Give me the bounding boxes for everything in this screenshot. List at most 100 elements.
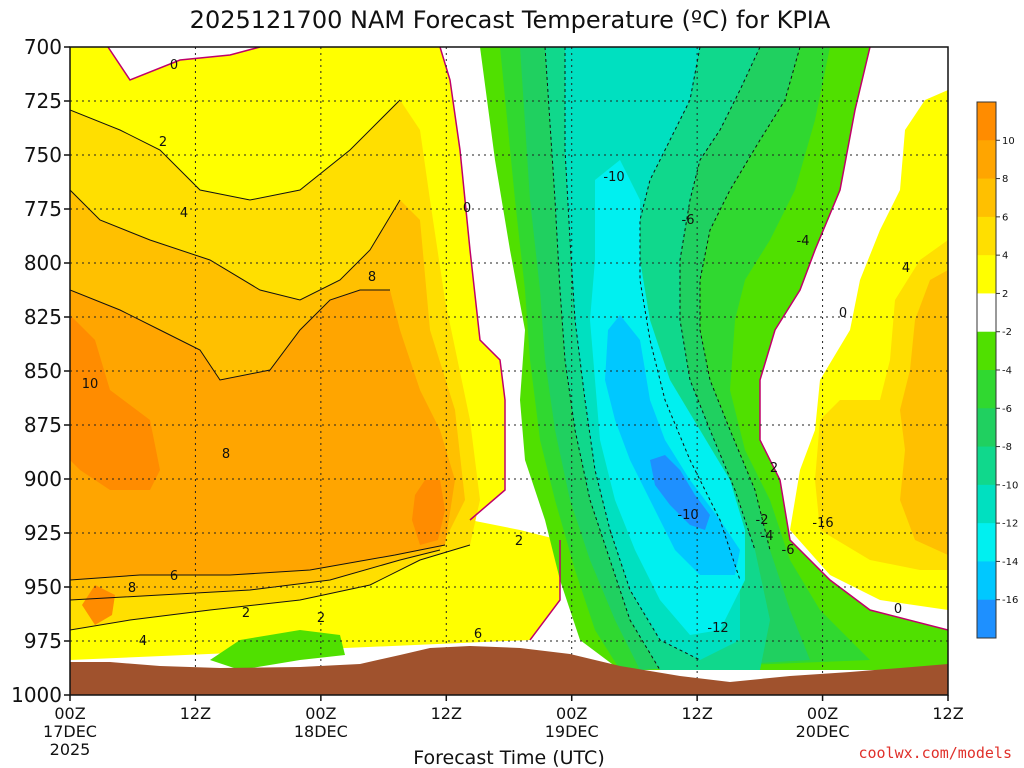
colorbar-label: -12 <box>1002 519 1018 530</box>
colorbar-label: -14 <box>1002 557 1018 568</box>
y-tick-label: 850 <box>24 359 62 383</box>
colorbar-label: -2 <box>1002 327 1012 338</box>
x-tick-time: 00Z <box>305 704 336 723</box>
colorbar-swatch <box>977 561 996 601</box>
grid <box>70 47 948 695</box>
y-tick-label: 925 <box>24 521 62 545</box>
contour-label: -6 <box>782 543 795 558</box>
x-tick-date: 17DEC <box>43 722 97 741</box>
region-core-low <box>82 585 115 625</box>
contour-label: 8 <box>368 270 376 285</box>
colorbar-label: -16 <box>1002 595 1018 606</box>
x-tick-year: 2025 <box>50 740 91 759</box>
colorbar-label: -6 <box>1002 404 1012 415</box>
colorbar: 10 8 6 4 2 -2 -4 -6 -8 -10 -12 -14 -16 <box>976 101 1018 639</box>
y-tick-label: 900 <box>24 467 62 491</box>
y-axis: 700 725 750 775 800 825 850 875 900 925 950 975 1000 <box>11 35 70 707</box>
plot-area <box>70 47 948 695</box>
contour-label: 2 <box>159 135 167 150</box>
colorbar-swatch <box>977 408 996 448</box>
contour-label: -16 <box>812 516 833 531</box>
contour-label: 2 <box>770 461 778 476</box>
colorbar-swatch <box>977 523 996 562</box>
contour-label: 4 <box>139 634 147 649</box>
y-tick-label: 800 <box>24 251 62 275</box>
contour-lines <box>70 99 471 631</box>
x-tick-date: 20DEC <box>796 722 850 741</box>
contour-label: 4 <box>180 206 188 221</box>
contour-label: 0 <box>463 201 471 216</box>
y-tick-label: 875 <box>24 413 62 437</box>
colorbar-swatch <box>977 370 996 409</box>
contour-label: 10 <box>82 377 99 392</box>
region-deepblue-lt16 <box>650 455 710 530</box>
y-tick-label: 750 <box>24 143 62 167</box>
y-tick-label: 775 <box>24 197 62 221</box>
colorbar-label: -10 <box>1002 480 1018 491</box>
region-core-mid <box>412 480 445 545</box>
contour-label: 0 <box>170 58 178 73</box>
region-orange-right <box>900 270 948 555</box>
colorbar-swatch <box>977 140 996 180</box>
x-tick-time: 12Z <box>681 704 712 723</box>
credit-text: coolwx.com/models <box>858 744 1012 762</box>
contour-label: -12 <box>707 621 728 636</box>
contour-label: -2 <box>756 513 769 528</box>
x-tick-date: 19DEC <box>545 722 599 741</box>
contour-label: -6 <box>682 213 695 228</box>
colorbar-swatch <box>977 293 996 333</box>
y-tick-label: 950 <box>24 575 62 599</box>
x-tick-time: 12Z <box>431 704 462 723</box>
x-tick-time: 00Z <box>556 704 587 723</box>
y-tick-label: 825 <box>24 305 62 329</box>
contour-label: -4 <box>761 529 774 544</box>
colorbar-swatch <box>977 484 996 524</box>
y-tick-label: 700 <box>24 35 62 59</box>
contour-label: 2 <box>242 606 250 621</box>
contour-label: 8 <box>128 581 136 596</box>
region-green-low <box>210 630 345 670</box>
contour-label: 6 <box>474 627 482 642</box>
contour-label: 0 <box>894 602 902 617</box>
contour-label: -4 <box>797 234 810 249</box>
y-tick-label: 725 <box>24 89 62 113</box>
colorbar-label: 2 <box>1002 289 1008 300</box>
x-tick-time: 12Z <box>932 704 963 723</box>
contour-label: -10 <box>677 508 698 523</box>
colorbar-label: 10 <box>1002 136 1015 147</box>
region-darkorange-8to10 <box>70 290 455 580</box>
contour-label: 2 <box>515 534 523 549</box>
region-core-gt10 <box>70 315 160 490</box>
contour-label: 4 <box>902 261 910 276</box>
colorbar-swatch <box>977 102 996 141</box>
contour-label: -10 <box>603 170 624 185</box>
colorbar-swatch <box>977 216 996 256</box>
colorbar-swatch <box>977 255 996 294</box>
terrain <box>70 646 948 695</box>
x-tick-time: 12Z <box>180 704 211 723</box>
colorbar-swatch <box>977 178 996 218</box>
contour-label: 8 <box>222 447 230 462</box>
chart-title: 2025121700 NAM Forecast Temperature (ºC)… <box>190 6 831 34</box>
colorbar-label: 4 <box>1002 251 1008 262</box>
y-tick-label: 975 <box>24 629 62 653</box>
contour-label: 0 <box>839 306 847 321</box>
x-tick-time: 00Z <box>807 704 838 723</box>
colorbar-label: -8 <box>1002 442 1012 453</box>
x-axis-label: Forecast Time (UTC) <box>413 747 604 768</box>
contour-label: 2 <box>317 611 325 626</box>
colorbar-swatch <box>977 331 996 371</box>
colorbar-label: 8 <box>1002 174 1008 185</box>
colorbar-label: 6 <box>1002 212 1008 223</box>
colorbar-label: -4 <box>1002 366 1012 377</box>
y-tick-label: 1000 <box>11 683 62 707</box>
x-tick-date: 18DEC <box>294 722 348 741</box>
colorbar-swatch <box>977 446 996 486</box>
x-tick-time: 00Z <box>54 704 85 723</box>
colorbar-swatch <box>977 599 996 639</box>
zero-contours <box>107 47 948 641</box>
contour-lines-dashed <box>544 47 801 671</box>
